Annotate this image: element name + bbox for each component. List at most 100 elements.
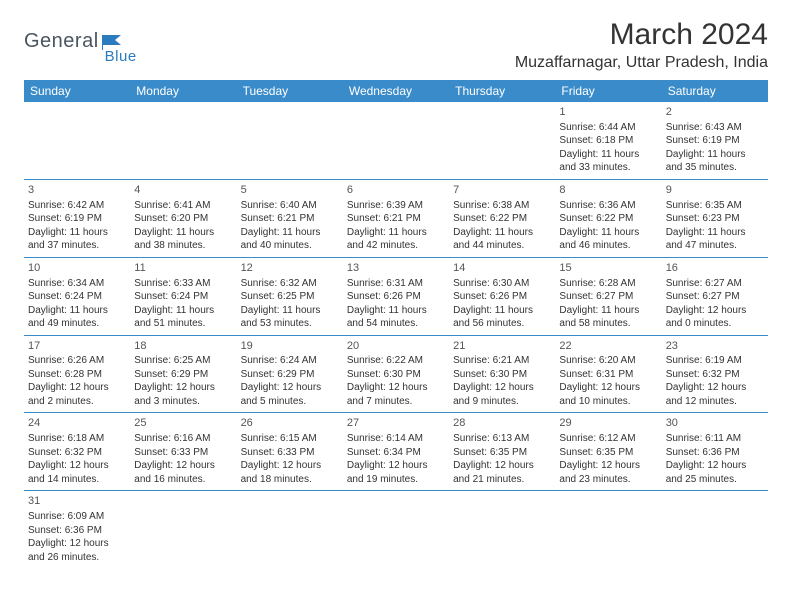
calendar-cell: 11Sunrise: 6:33 AMSunset: 6:24 PMDayligh…: [130, 257, 236, 335]
sunrise-text: Sunrise: 6:26 AM: [28, 354, 126, 368]
day-number: 24: [28, 416, 126, 431]
day-number: 4: [134, 183, 232, 198]
sunrise-text: Sunrise: 6:28 AM: [559, 277, 657, 291]
day-header: Thursday: [449, 80, 555, 102]
calendar-cell: 13Sunrise: 6:31 AMSunset: 6:26 PMDayligh…: [343, 257, 449, 335]
logo: General Blue: [24, 24, 137, 59]
calendar-cell: 28Sunrise: 6:13 AMSunset: 6:35 PMDayligh…: [449, 413, 555, 491]
day-number: 17: [28, 339, 126, 354]
sunrise-text: Sunrise: 6:15 AM: [241, 432, 339, 446]
day2-text: and 38 minutes.: [134, 239, 232, 253]
day-number: 13: [347, 261, 445, 276]
sunset-text: Sunset: 6:35 PM: [559, 446, 657, 460]
sunrise-text: Sunrise: 6:25 AM: [134, 354, 232, 368]
sunset-text: Sunset: 6:31 PM: [559, 368, 657, 382]
day-number: 10: [28, 261, 126, 276]
calendar-cell: 8Sunrise: 6:36 AMSunset: 6:22 PMDaylight…: [555, 179, 661, 257]
sunrise-text: Sunrise: 6:27 AM: [666, 277, 764, 291]
calendar-cell: 15Sunrise: 6:28 AMSunset: 6:27 PMDayligh…: [555, 257, 661, 335]
calendar-cell: 2Sunrise: 6:43 AMSunset: 6:19 PMDaylight…: [662, 102, 768, 179]
day2-text: and 14 minutes.: [28, 473, 126, 487]
day-number: 27: [347, 416, 445, 431]
sunset-text: Sunset: 6:20 PM: [134, 212, 232, 226]
day2-text: and 0 minutes.: [666, 317, 764, 331]
calendar-cell: [24, 102, 130, 179]
day2-text: and 53 minutes.: [241, 317, 339, 331]
sunrise-text: Sunrise: 6:16 AM: [134, 432, 232, 446]
day2-text: and 19 minutes.: [347, 473, 445, 487]
day2-text: and 51 minutes.: [134, 317, 232, 331]
calendar-row: 1Sunrise: 6:44 AMSunset: 6:18 PMDaylight…: [24, 102, 768, 179]
sunset-text: Sunset: 6:26 PM: [453, 290, 551, 304]
sunrise-text: Sunrise: 6:34 AM: [28, 277, 126, 291]
day1-text: Daylight: 12 hours: [666, 459, 764, 473]
header: General Blue March 2024 Muzaffarnagar, U…: [24, 18, 768, 72]
day2-text: and 42 minutes.: [347, 239, 445, 253]
sunset-text: Sunset: 6:19 PM: [28, 212, 126, 226]
sunset-text: Sunset: 6:33 PM: [134, 446, 232, 460]
calendar-cell: [237, 491, 343, 568]
day-number: 31: [28, 494, 126, 509]
sunrise-text: Sunrise: 6:38 AM: [453, 199, 551, 213]
sunrise-text: Sunrise: 6:14 AM: [347, 432, 445, 446]
day1-text: Daylight: 12 hours: [134, 459, 232, 473]
sunset-text: Sunset: 6:18 PM: [559, 134, 657, 148]
day-header: Saturday: [662, 80, 768, 102]
sunrise-text: Sunrise: 6:41 AM: [134, 199, 232, 213]
calendar-row: 3Sunrise: 6:42 AMSunset: 6:19 PMDaylight…: [24, 179, 768, 257]
calendar-cell: 7Sunrise: 6:38 AMSunset: 6:22 PMDaylight…: [449, 179, 555, 257]
sunrise-text: Sunrise: 6:43 AM: [666, 121, 764, 135]
day-number: 5: [241, 183, 339, 198]
calendar-cell: [130, 102, 236, 179]
calendar-cell: 14Sunrise: 6:30 AMSunset: 6:26 PMDayligh…: [449, 257, 555, 335]
day-number: 1: [559, 105, 657, 120]
day1-text: Daylight: 12 hours: [666, 304, 764, 318]
day1-text: Daylight: 11 hours: [666, 148, 764, 162]
day-number: 20: [347, 339, 445, 354]
day-number: 26: [241, 416, 339, 431]
sunrise-text: Sunrise: 6:30 AM: [453, 277, 551, 291]
sunset-text: Sunset: 6:19 PM: [666, 134, 764, 148]
sunset-text: Sunset: 6:29 PM: [241, 368, 339, 382]
day-number: 21: [453, 339, 551, 354]
day2-text: and 23 minutes.: [559, 473, 657, 487]
day1-text: Daylight: 12 hours: [28, 537, 126, 551]
day2-text: and 2 minutes.: [28, 395, 126, 409]
calendar-cell: 5Sunrise: 6:40 AMSunset: 6:21 PMDaylight…: [237, 179, 343, 257]
day2-text: and 49 minutes.: [28, 317, 126, 331]
calendar-cell: 3Sunrise: 6:42 AMSunset: 6:19 PMDaylight…: [24, 179, 130, 257]
day2-text: and 9 minutes.: [453, 395, 551, 409]
day-number: 25: [134, 416, 232, 431]
day-header-row: Sunday Monday Tuesday Wednesday Thursday…: [24, 80, 768, 102]
calendar-cell: 27Sunrise: 6:14 AMSunset: 6:34 PMDayligh…: [343, 413, 449, 491]
day-number: 12: [241, 261, 339, 276]
calendar-cell: [130, 491, 236, 568]
sunset-text: Sunset: 6:30 PM: [347, 368, 445, 382]
sunset-text: Sunset: 6:21 PM: [241, 212, 339, 226]
day-number: 19: [241, 339, 339, 354]
sunrise-text: Sunrise: 6:36 AM: [559, 199, 657, 213]
calendar-cell: 17Sunrise: 6:26 AMSunset: 6:28 PMDayligh…: [24, 335, 130, 413]
calendar-cell: 21Sunrise: 6:21 AMSunset: 6:30 PMDayligh…: [449, 335, 555, 413]
calendar-cell: [237, 102, 343, 179]
day2-text: and 33 minutes.: [559, 161, 657, 175]
day2-text: and 58 minutes.: [559, 317, 657, 331]
day1-text: Daylight: 11 hours: [28, 304, 126, 318]
sunset-text: Sunset: 6:36 PM: [28, 524, 126, 538]
day1-text: Daylight: 11 hours: [241, 226, 339, 240]
day-number: 28: [453, 416, 551, 431]
day-number: 9: [666, 183, 764, 198]
calendar-row: 24Sunrise: 6:18 AMSunset: 6:32 PMDayligh…: [24, 413, 768, 491]
day-header: Wednesday: [343, 80, 449, 102]
day2-text: and 54 minutes.: [347, 317, 445, 331]
sunrise-text: Sunrise: 6:09 AM: [28, 510, 126, 524]
day2-text: and 46 minutes.: [559, 239, 657, 253]
calendar-cell: 4Sunrise: 6:41 AMSunset: 6:20 PMDaylight…: [130, 179, 236, 257]
sunset-text: Sunset: 6:24 PM: [134, 290, 232, 304]
day1-text: Daylight: 12 hours: [28, 381, 126, 395]
day-number: 6: [347, 183, 445, 198]
day1-text: Daylight: 11 hours: [666, 226, 764, 240]
calendar-cell: [343, 491, 449, 568]
calendar-cell: 10Sunrise: 6:34 AMSunset: 6:24 PMDayligh…: [24, 257, 130, 335]
day-number: 29: [559, 416, 657, 431]
